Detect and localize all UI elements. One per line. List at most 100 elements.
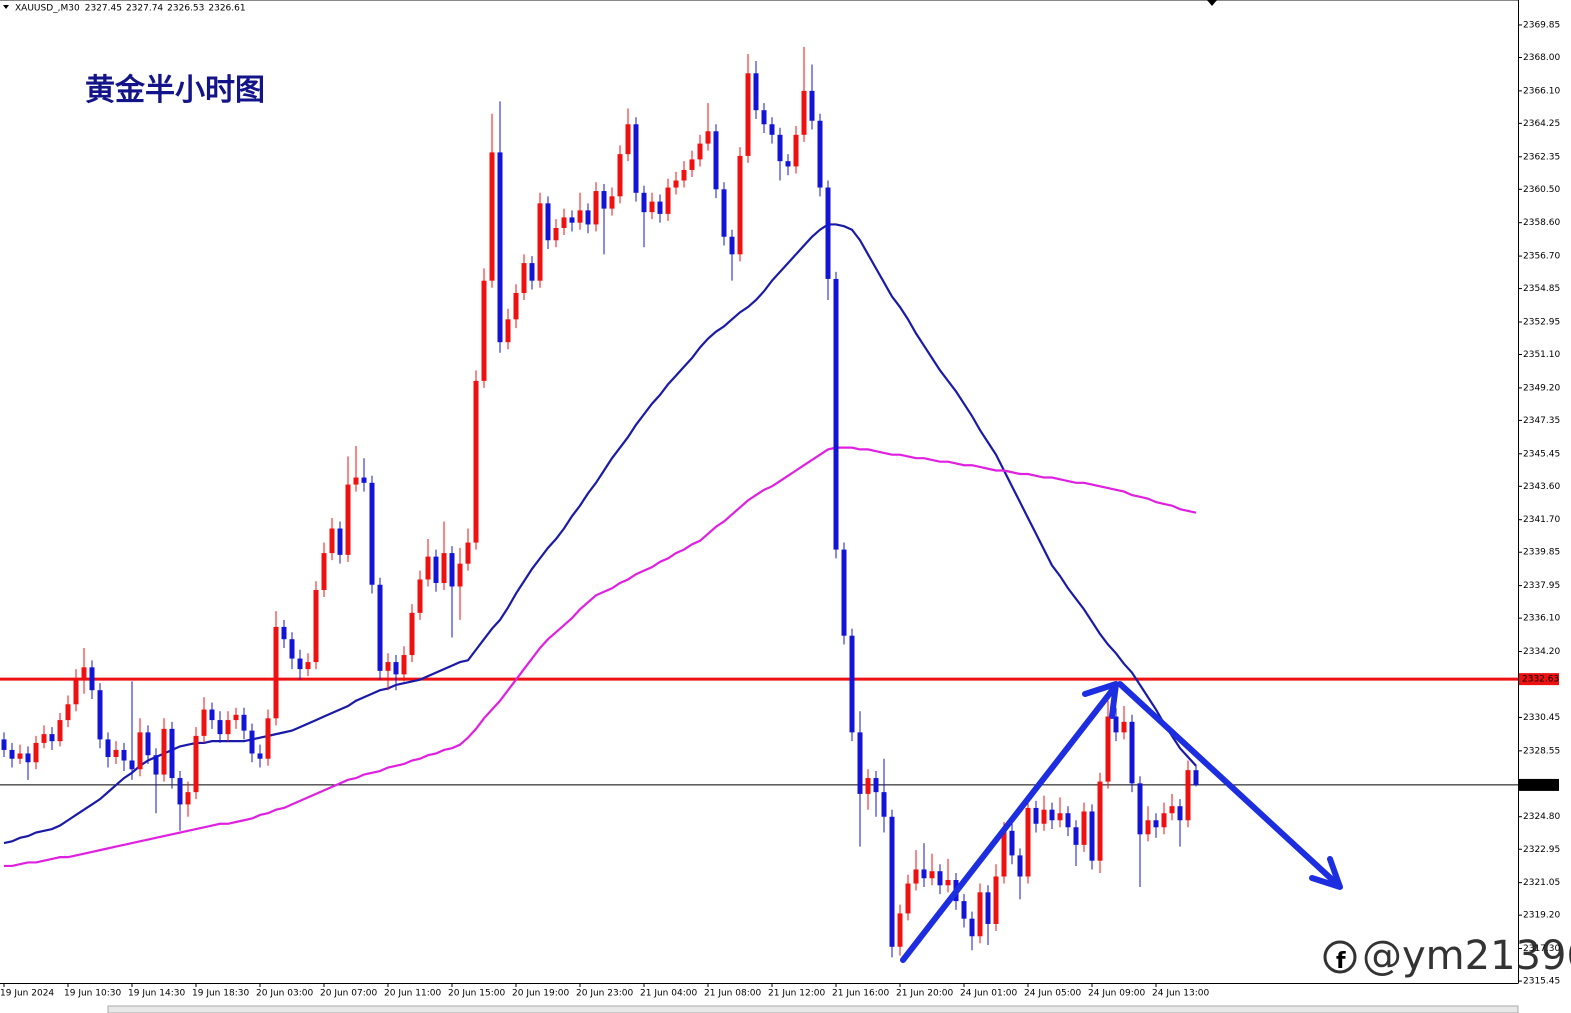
y-tick-label: 2319.20 xyxy=(1523,911,1560,921)
x-tick-label: 24 Jun 05:00 xyxy=(1024,989,1081,999)
candle-body xyxy=(793,134,799,167)
watermark-logo-glyph: f xyxy=(1336,949,1346,974)
candle-body xyxy=(249,730,255,754)
candle-body xyxy=(1001,830,1007,877)
candle-body xyxy=(681,169,687,181)
candle-body xyxy=(1169,806,1175,814)
y-tick-label: 2337.95 xyxy=(1523,581,1560,591)
candle-body xyxy=(1193,770,1199,785)
candle-body xyxy=(441,553,447,583)
candle-body xyxy=(777,134,783,162)
candle-body xyxy=(545,203,551,241)
candle-body xyxy=(353,477,359,485)
candle-body xyxy=(841,549,847,636)
candle-body xyxy=(897,913,903,947)
candle-body xyxy=(1089,811,1095,861)
candle-body xyxy=(25,753,31,763)
candle-body xyxy=(913,869,919,884)
candle-body xyxy=(337,528,343,555)
candle-body xyxy=(849,635,855,733)
y-tick-label: 2336.10 xyxy=(1523,614,1560,624)
y-tick-label: 2341.70 xyxy=(1523,515,1560,525)
x-tick-label: 20 Jun 03:00 xyxy=(256,989,313,999)
chart-title: 黄金半小时图 xyxy=(85,73,265,108)
symbol: XAUUSD_,M30 xyxy=(15,4,80,14)
x-tick-label: 20 Jun 19:00 xyxy=(512,989,569,999)
candle-body xyxy=(905,883,911,914)
y-tick-label: 2369.85 xyxy=(1523,20,1560,30)
x-tick-label: 20 Jun 23:00 xyxy=(576,989,633,999)
candle-body xyxy=(473,380,479,543)
candle-body xyxy=(985,892,991,924)
price-label-box xyxy=(1519,778,1559,791)
candle-body xyxy=(497,152,503,343)
candle-body xyxy=(889,816,895,947)
watermark: f @ym21396 xyxy=(1323,933,1571,979)
menu-marker xyxy=(3,5,9,9)
candle-body xyxy=(361,477,367,483)
candle-body xyxy=(553,227,559,241)
x-tick-label: 21 Jun 04:00 xyxy=(640,989,697,999)
chart-shift-marker xyxy=(1207,0,1217,6)
candle-body xyxy=(785,161,791,167)
x-tick-label: 21 Jun 08:00 xyxy=(704,989,761,999)
candle-body xyxy=(769,124,775,135)
scrollbar-strip xyxy=(107,1005,1519,1013)
candle-body xyxy=(217,720,223,735)
candle-body xyxy=(1,739,7,750)
candle-body xyxy=(977,892,983,937)
y-tick-label: 2364.25 xyxy=(1523,119,1560,129)
candle-body xyxy=(1049,809,1055,821)
candle-body xyxy=(513,292,519,320)
candle-body xyxy=(113,749,119,757)
candle-body xyxy=(689,159,695,170)
x-tick-label: 19 Jun 14:30 xyxy=(128,989,185,999)
moving-average-line xyxy=(4,446,1197,868)
candle-body xyxy=(233,714,239,721)
x-tick-label: 21 Jun 12:00 xyxy=(768,989,825,999)
candle-body xyxy=(129,760,135,770)
candle-body xyxy=(609,196,615,209)
x-tick-label: 20 Jun 11:00 xyxy=(384,989,441,999)
y-tick-label: 2349.20 xyxy=(1523,383,1560,393)
candle-body xyxy=(369,482,375,585)
moving-average-line xyxy=(3,223,1197,845)
candle-body xyxy=(241,714,247,731)
candle-body xyxy=(1041,809,1047,824)
candle-body xyxy=(393,662,399,675)
candle-body xyxy=(137,732,143,770)
price-label: 2326.61 xyxy=(1522,780,1559,790)
candle-body xyxy=(649,201,655,213)
x-tick-label: 24 Jun 13:00 xyxy=(1152,989,1209,999)
price-label: 2332.63 xyxy=(1522,675,1559,685)
header-ohlc-value: 2327.74 xyxy=(126,4,163,14)
candle-body xyxy=(73,679,79,705)
candle-body xyxy=(825,187,831,279)
candle-body xyxy=(1081,811,1087,845)
candle-body xyxy=(457,563,463,587)
candle-body xyxy=(305,662,311,670)
candle-body xyxy=(49,734,55,742)
candle-body xyxy=(161,728,167,775)
candle-body xyxy=(9,749,15,759)
candle-body xyxy=(345,484,351,555)
candle-body xyxy=(529,263,535,281)
candle-body xyxy=(961,901,967,919)
candle-body xyxy=(833,278,839,550)
candle-body xyxy=(433,556,439,583)
arrow-up-head xyxy=(1082,681,1119,719)
header-ohlc-value: 2326.61 xyxy=(208,4,245,14)
candle-body xyxy=(929,871,935,879)
candle-body xyxy=(633,124,639,193)
candle-body xyxy=(1017,855,1023,877)
candle-body xyxy=(409,612,415,656)
y-tick-label: 2315.45 xyxy=(1523,977,1560,987)
y-tick-label: 2330.45 xyxy=(1523,713,1560,723)
candle-body xyxy=(993,876,999,924)
candle-body xyxy=(33,742,39,763)
x-tick-label: 20 Jun 07:00 xyxy=(320,989,377,999)
candle-body xyxy=(737,155,743,255)
x-tick-label: 21 Jun 20:00 xyxy=(896,989,953,999)
candle-body xyxy=(1121,721,1127,733)
